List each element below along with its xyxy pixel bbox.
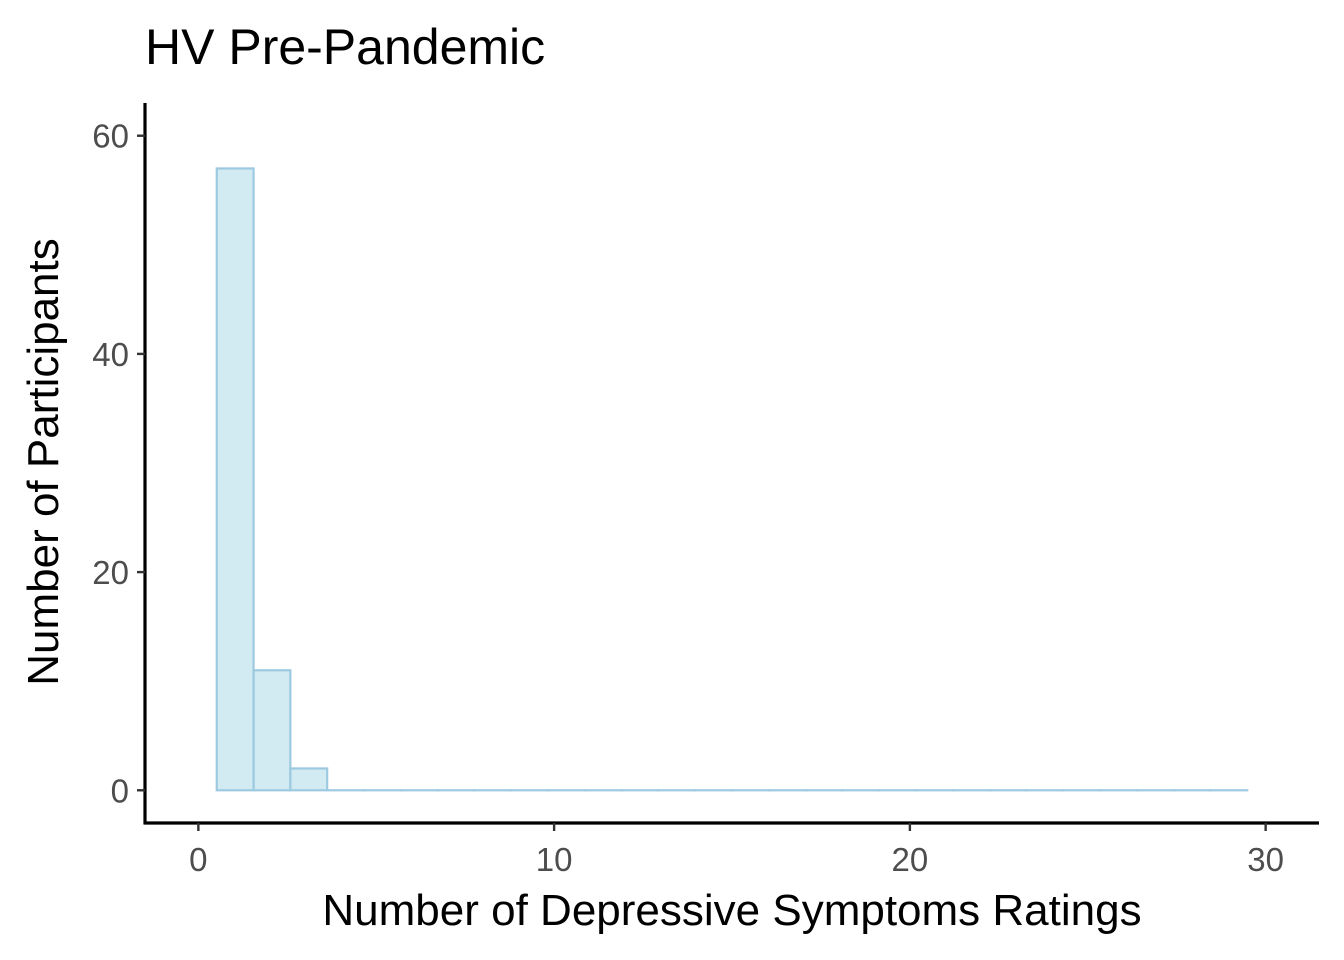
y-tick-label-60: 60 bbox=[92, 118, 129, 155]
chart-title: HV Pre-Pandemic bbox=[145, 19, 545, 75]
x-tick-label-20: 20 bbox=[892, 841, 929, 878]
x-tick-label-30: 30 bbox=[1247, 841, 1284, 878]
y-axis-ticks: 0 20 40 60 bbox=[92, 118, 145, 809]
y-tick-label-0: 0 bbox=[111, 772, 129, 809]
x-tick-label-0: 0 bbox=[189, 841, 207, 878]
x-axis-ticks: 0 10 20 30 bbox=[189, 823, 1284, 878]
x-tick-label-10: 10 bbox=[536, 841, 573, 878]
histogram-bar-1 bbox=[252, 669, 292, 792]
histogram-bar-0 bbox=[215, 167, 255, 792]
y-tick-label-20: 20 bbox=[92, 554, 129, 591]
y-axis-label: Number of Participants bbox=[19, 238, 68, 686]
bars-layer bbox=[215, 167, 1249, 792]
x-axis-label: Number of Depressive Symptoms Ratings bbox=[322, 886, 1141, 935]
y-tick-label-40: 40 bbox=[92, 336, 129, 373]
histogram-bar-2 bbox=[289, 767, 329, 792]
